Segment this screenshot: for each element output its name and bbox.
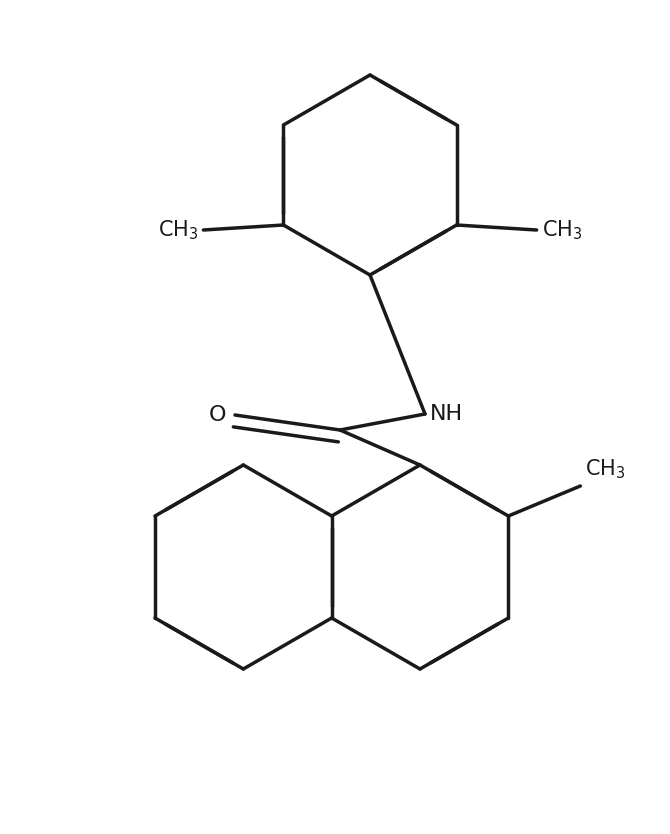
Text: O: O — [208, 405, 226, 425]
Text: CH$_3$: CH$_3$ — [158, 219, 198, 242]
Text: CH$_3$: CH$_3$ — [586, 457, 626, 481]
Text: NH: NH — [430, 404, 463, 424]
Text: CH$_3$: CH$_3$ — [541, 219, 582, 242]
